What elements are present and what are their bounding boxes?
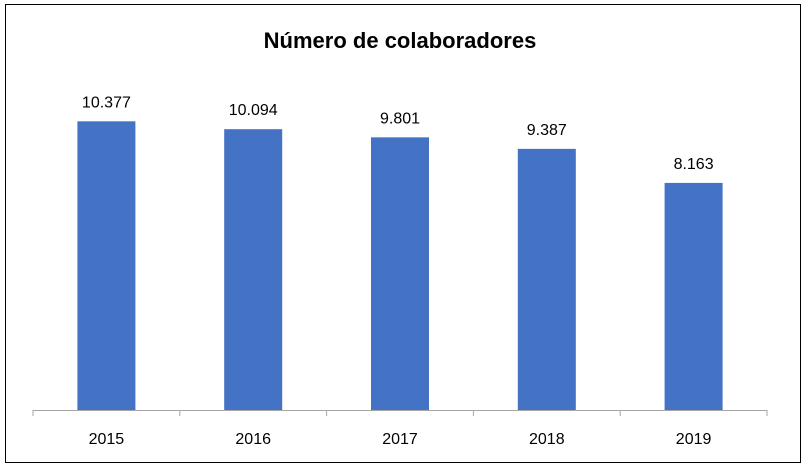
x-tick-label-2016: 2016 (235, 431, 271, 448)
bar-2016 (224, 129, 283, 410)
bar-2015 (77, 121, 136, 410)
data-label-2019: 8.163 (674, 156, 714, 173)
x-axis: 2015 2016 2017 2018 2019 (32, 410, 768, 448)
data-label-2017: 9.801 (380, 110, 420, 127)
data-label-2016: 10.094 (229, 102, 278, 119)
data-labels-group: 10.377 10.094 9.801 9.387 8.163 (82, 94, 714, 173)
chart-title: Número de colaboradores (264, 28, 537, 53)
data-label-2018: 9.387 (527, 122, 567, 139)
x-tick-label-2018: 2018 (529, 431, 565, 448)
bar-2019 (664, 182, 723, 410)
bar-2018 (517, 148, 576, 411)
x-tick-label-2017: 2017 (382, 431, 418, 448)
data-label-2015: 10.377 (82, 94, 131, 111)
x-tick-label-2015: 2015 (89, 431, 125, 448)
bar-2017 (371, 137, 429, 410)
x-tick-label-2019: 2019 (676, 431, 712, 448)
bars-group (77, 121, 723, 411)
